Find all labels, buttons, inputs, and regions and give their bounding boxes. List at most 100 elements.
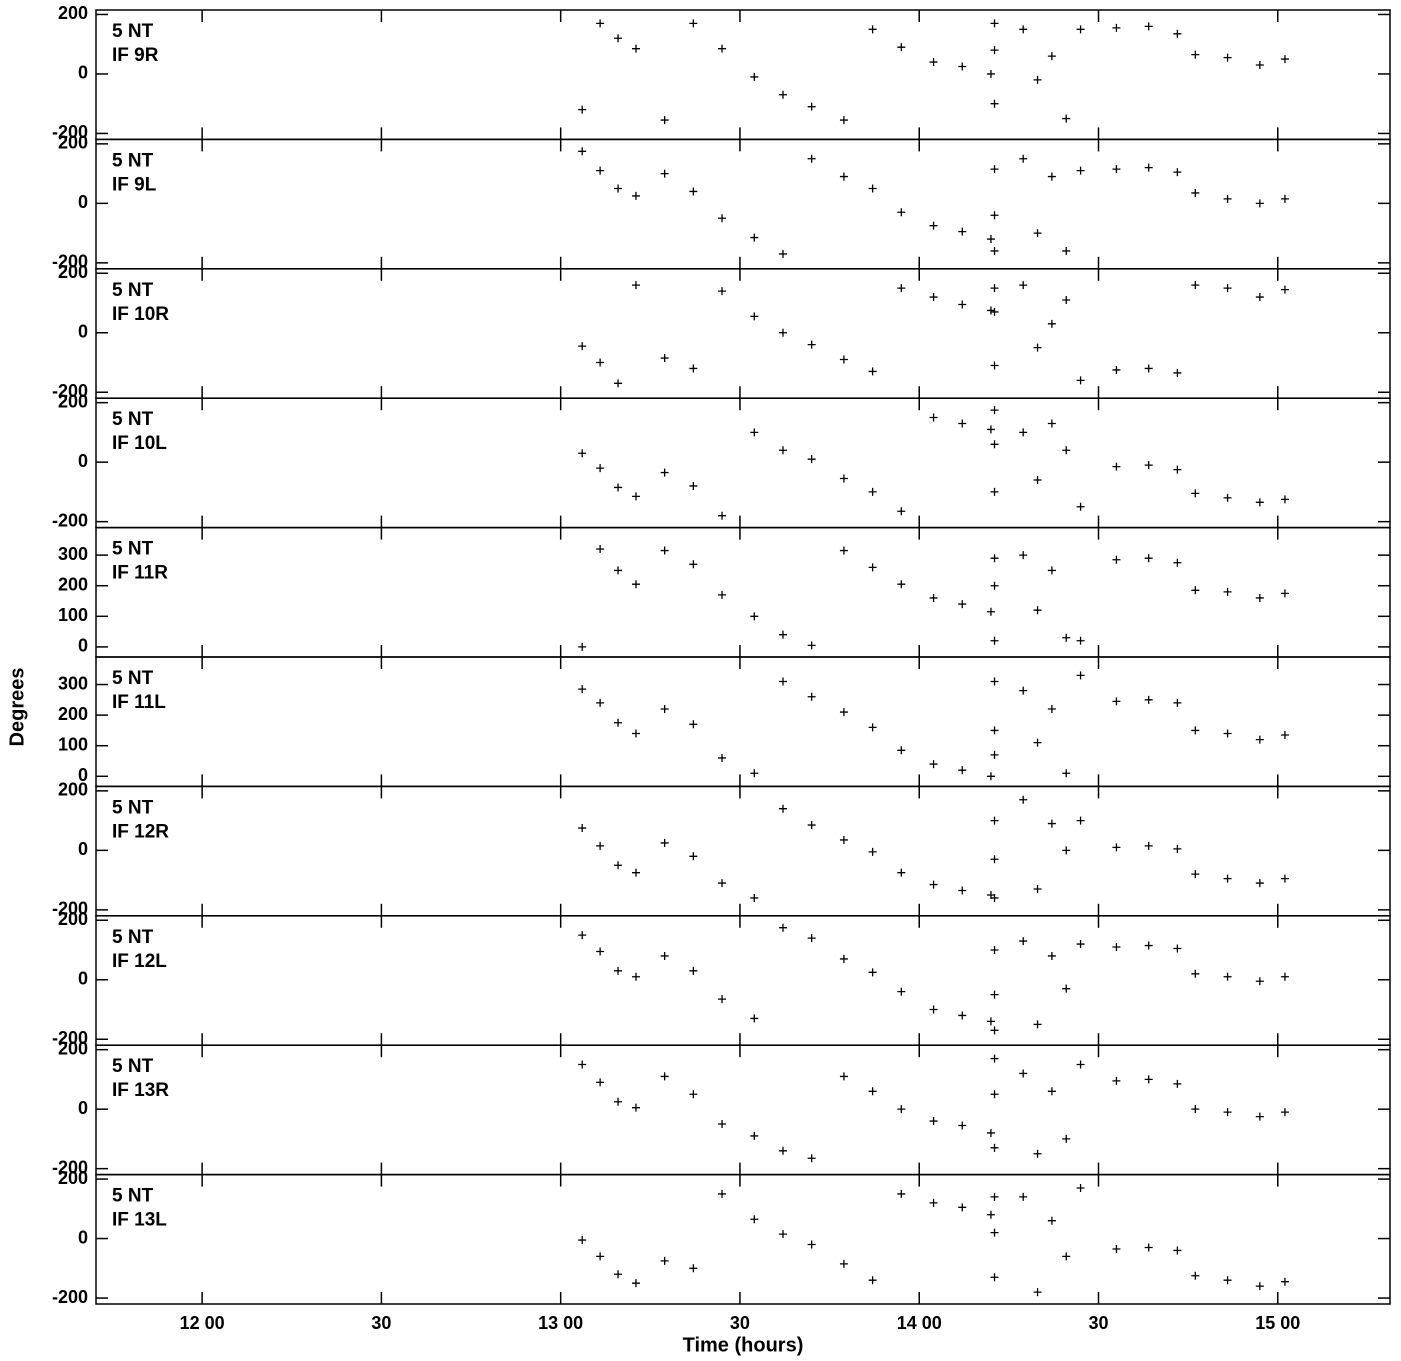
data-point [1173,1246,1182,1255]
data-point [614,861,623,870]
data-point [807,692,816,701]
data-point [986,1128,995,1137]
data-point [958,419,967,428]
data-point [1019,937,1028,946]
data-point [868,1276,877,1285]
x-tick-label: 13 00 [538,1313,583,1333]
data-point [1047,1216,1056,1225]
data-point [1144,841,1153,850]
data-point [1076,940,1085,949]
data-point [990,307,999,316]
data-point [596,841,605,850]
panel-label: IF 13L [112,1210,167,1231]
data-point [897,507,906,516]
data-point [614,184,623,193]
data-point [929,593,938,602]
data-point [1062,446,1071,455]
data-point [986,772,995,781]
data-point [958,766,967,775]
data-point [929,1005,938,1014]
data-point [596,698,605,707]
data-point [1255,735,1264,744]
data-point [718,287,727,296]
data-point [1191,1105,1200,1114]
data-point [1047,951,1056,960]
data-point [689,1090,698,1099]
y-tick-label: -200 [52,899,88,919]
data-point [689,1264,698,1273]
data-point [660,951,669,960]
data-point [1173,698,1182,707]
data-point [1047,1087,1056,1096]
data-point [660,116,669,125]
x-tick-label: 15 00 [1255,1313,1300,1333]
x-tick-label: 30 [730,1313,750,1333]
data-point [718,590,727,599]
data-point [958,300,967,309]
data-point [990,165,999,174]
data-point [1062,296,1071,305]
data-point [1112,1244,1121,1253]
data-point [631,868,640,877]
data-point [868,487,877,496]
panel-label: IF 9L [112,174,157,195]
data-point [1076,1183,1085,1192]
data-point [750,72,759,81]
data-point [986,1210,995,1219]
panel-label: IF 9R [112,45,159,66]
data-point [986,69,995,78]
data-point [660,468,669,477]
y-axis-label: Degrees [6,668,28,747]
data-point [631,729,640,738]
data-point [614,718,623,727]
y-tick-label: 200 [58,1168,88,1188]
data-point [1062,633,1071,642]
data-point [990,246,999,255]
data-point [1191,188,1200,197]
data-point [1062,1134,1071,1143]
data-point [631,44,640,53]
y-tick-label: -200 [52,1028,88,1048]
data-point [1144,1243,1153,1252]
source-label: 5 NT [112,280,154,301]
data-point [1076,25,1085,34]
data-point [1280,495,1289,504]
data-point [778,249,787,258]
data-point [1112,462,1121,471]
source-label: 5 NT [112,409,154,430]
data-point [990,1026,999,1035]
data-point [1173,168,1182,177]
data-point [1280,1277,1289,1286]
panel-label: IF 11R [112,563,168,584]
data-point [1076,1060,1085,1069]
data-point [1280,55,1289,64]
data-point [778,1146,787,1155]
data-point [718,1120,727,1129]
data-point [578,1236,587,1245]
source-label: 5 NT [112,1056,154,1077]
panel-label: IF 12R [112,821,169,842]
data-point [1076,671,1085,680]
data-point [990,581,999,590]
data-point [986,306,995,315]
data-point [958,886,967,895]
data-point [1019,795,1028,804]
data-point [897,746,906,755]
data-point [660,1256,669,1265]
data-point [1047,419,1056,428]
data-point [958,227,967,236]
data-point [929,221,938,230]
data-point [990,361,999,370]
data-point [1076,636,1085,645]
data-point [807,1154,816,1163]
data-point [596,545,605,554]
data-point [1033,343,1042,352]
x-tick-label: 30 [371,1313,391,1333]
data-point [1173,844,1182,853]
source-label: 5 NT [112,668,154,689]
data-point [1019,1069,1028,1078]
data-point [1255,1112,1264,1121]
data-point [1280,194,1289,203]
y-tick-label: -200 [52,122,88,142]
data-point [807,455,816,464]
